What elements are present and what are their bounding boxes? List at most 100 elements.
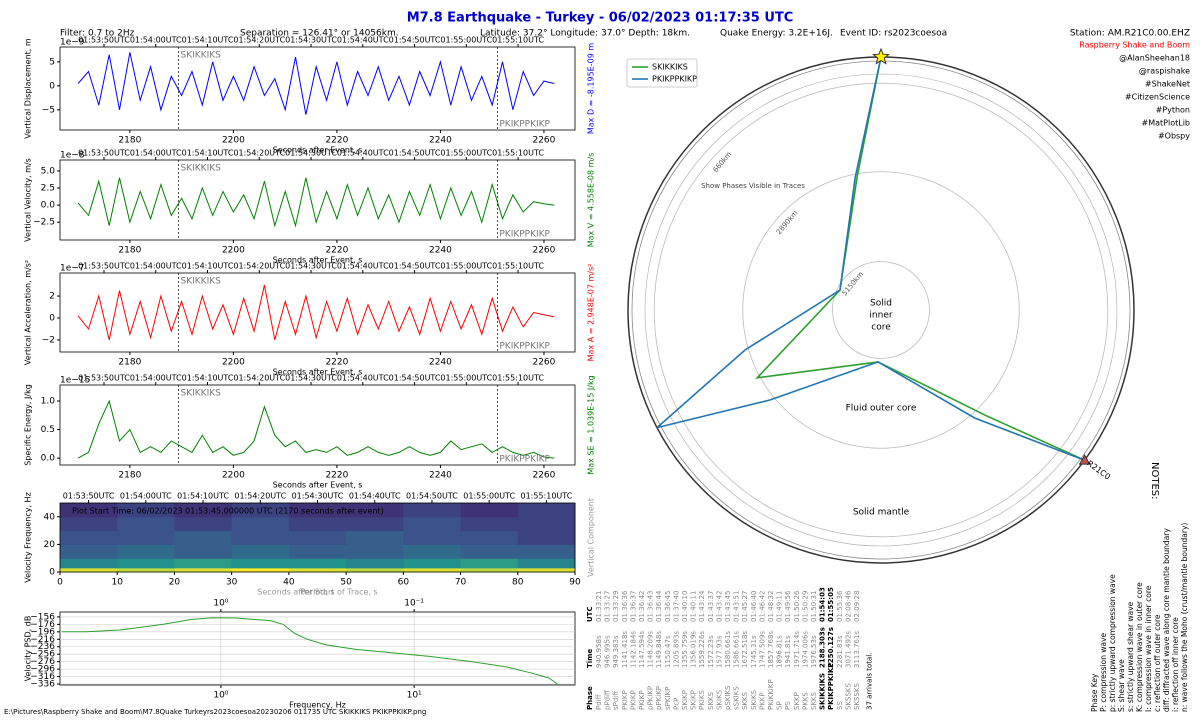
table-cell: SKSSKS — [853, 682, 861, 710]
side-label: Vertical Component — [587, 498, 596, 577]
table-cell: PKKS — [801, 692, 809, 710]
table-cell: SKIKS — [715, 689, 723, 710]
table-cell: 01:36:44 — [655, 590, 663, 622]
heat-cell — [60, 558, 118, 569]
phase-key: P: compression wave — [1099, 632, 1108, 712]
heat-cell — [174, 544, 233, 559]
x-label: Seconds after Event, s — [273, 256, 363, 265]
phase-marker-label: PKIKPPKIKP — [499, 120, 550, 130]
table-cell: 01:43:51 — [733, 591, 741, 622]
top-tick-label: 01:55:00UTC — [440, 149, 492, 158]
x-tick-label: 2260 — [532, 471, 555, 481]
heat-cell — [117, 558, 175, 569]
heat-cell — [231, 544, 290, 559]
notes-title: NOTES: — [1149, 462, 1160, 500]
table-cell: pPdiff — [604, 690, 612, 710]
top-tick-label: 01:54:00UTC — [130, 149, 182, 158]
x-tick-label: 2220 — [325, 471, 348, 481]
credit: @AlanSheehan18 — [1119, 54, 1190, 63]
legend-label: PKIKPPKIKP — [652, 75, 697, 84]
table-cell: 01:43:24 — [698, 590, 706, 622]
y-tick-label: 5.0 — [41, 166, 56, 176]
top-tick-label: 01:54:50UTC — [389, 374, 441, 383]
table-cell: PKiKKiKP — [767, 679, 775, 710]
y-tick-label: −236 — [30, 642, 55, 652]
top-tick-label: 01:54:40UTC — [337, 374, 389, 383]
region-label: core — [871, 323, 891, 333]
event-id: Event ID: rs2023coesoa — [840, 29, 947, 39]
x-tick-label: 0 — [57, 578, 63, 588]
x-tick-label: 2180 — [118, 358, 141, 368]
table-cell: PKKP — [758, 692, 766, 710]
y-label: Vertical Velocity, m/s — [24, 158, 33, 242]
table-cell: 01:36:43 — [647, 591, 655, 622]
trace — [77, 52, 555, 115]
phase-marker-label: PKIKPPKIKP — [499, 342, 550, 352]
top-tick-label: 10⁻¹ — [404, 599, 424, 609]
table-cell: SKIKP — [681, 690, 689, 710]
top-tick-label: 01:54:30UTC — [285, 262, 337, 271]
top-tick-label: 01:54:10UTC — [182, 374, 234, 383]
table-cell: 1580.661s — [724, 631, 732, 668]
table-header: UTC — [586, 606, 594, 622]
top-tick-label: 01:55:10UTC — [492, 262, 544, 271]
x-tick-label: 2180 — [118, 246, 141, 256]
table-header: Time — [586, 649, 594, 668]
side-label: Max SE = 1.039E-15 J/kg — [587, 375, 596, 474]
table-cell: 1149.848s — [655, 631, 663, 668]
table-cell: 1941.81s — [784, 635, 792, 668]
top-tick-label: 01:54:50UTC — [406, 492, 458, 501]
table-cell: 01:43:37 — [707, 591, 715, 622]
table-cell: 01:46:40 — [750, 591, 758, 622]
table-cell: 01:43:42 — [715, 591, 723, 622]
heat-cell — [288, 530, 347, 545]
top-tick-label: 01:54:00UTC — [130, 36, 182, 45]
table-cell: 1976.53s — [810, 635, 818, 668]
table-cell: 1355.759s — [681, 631, 689, 668]
table-cell: 2281.83s — [836, 635, 844, 668]
x-tick-label: 2260 — [532, 136, 555, 146]
table-cell: 1141.418s — [621, 631, 629, 668]
y-tick-label: −256 — [30, 650, 55, 660]
top-tick-label: 01:55:10UTC — [492, 374, 544, 383]
phase-key: Phase Key — [1090, 673, 1099, 712]
table-cell: SKIKKIKS — [819, 673, 827, 710]
top-tick-label: 01:53:50UTC — [78, 36, 130, 45]
x-tick-label: 10⁰ — [213, 691, 228, 701]
y-tick-label: 20 — [44, 540, 56, 550]
heat-cell — [231, 558, 290, 569]
x-tick-label: 2180 — [118, 136, 141, 146]
table-cell: PKiKP — [638, 690, 646, 710]
table-cell: SKKS — [810, 691, 818, 710]
table-cell: 02:09:28 — [853, 591, 861, 622]
table-total: 37 arrivals total. — [866, 653, 874, 710]
phase-key: K: compression wave in outer core — [1135, 582, 1144, 712]
table-cell: 01:54:03 — [819, 587, 827, 622]
top-tick-label: 01:54:40UTC — [337, 149, 389, 158]
x-tick-label: 2240 — [429, 471, 452, 481]
table-cell: SKKS — [707, 691, 715, 710]
table-cell: 1857.768s — [767, 631, 775, 668]
table-cell: sPdiff — [612, 691, 620, 710]
x-tick-label: 20 — [169, 578, 181, 588]
credit: #CitizenScience — [1125, 93, 1190, 102]
multiplier: 1e−8 — [60, 151, 85, 161]
heat-cell — [174, 530, 233, 545]
y-tick-label: −196 — [30, 627, 55, 637]
heat-cell — [403, 567, 462, 573]
top-tick-label: 01:55:10UTC — [492, 36, 544, 45]
heat-cell — [517, 558, 576, 569]
table-cell: 2250.127s — [827, 627, 835, 668]
table-cell: 2188.303s — [819, 627, 827, 668]
heat-cell — [346, 544, 404, 559]
heat-cell — [460, 567, 519, 573]
heat-cell — [288, 567, 347, 573]
heat-cell — [346, 558, 404, 569]
phase-key: i: reflection off inner core — [1171, 617, 1180, 712]
table-cell: PcP — [672, 698, 680, 710]
table-cell: 1559.226s — [698, 631, 706, 668]
x-tick-label: 30 — [226, 578, 238, 588]
heat-cell — [117, 567, 175, 573]
multiplier: 1e−9 — [60, 38, 85, 48]
heat-cell — [117, 544, 175, 559]
